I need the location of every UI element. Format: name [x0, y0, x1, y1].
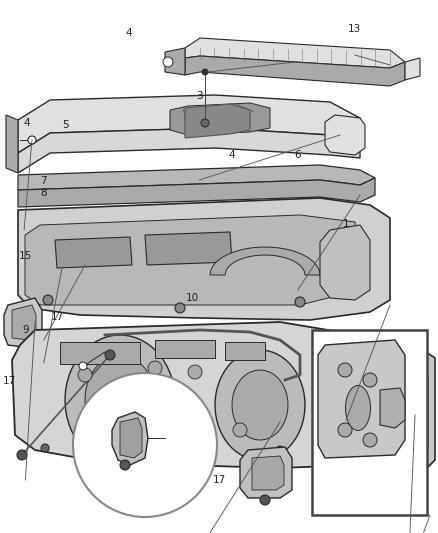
Polygon shape — [12, 322, 375, 468]
Circle shape — [338, 363, 352, 377]
Text: 13: 13 — [348, 25, 361, 34]
Text: 16: 16 — [186, 438, 199, 447]
Polygon shape — [4, 298, 42, 348]
Bar — [312, 330, 427, 515]
Text: 17: 17 — [51, 312, 64, 322]
Polygon shape — [185, 104, 250, 138]
Circle shape — [188, 365, 202, 379]
Polygon shape — [12, 305, 36, 340]
Text: 12: 12 — [145, 446, 158, 455]
Circle shape — [28, 136, 36, 144]
Circle shape — [201, 119, 209, 127]
Text: 7: 7 — [40, 176, 47, 186]
Polygon shape — [60, 342, 140, 364]
Polygon shape — [6, 115, 18, 173]
Polygon shape — [405, 58, 420, 80]
Polygon shape — [170, 103, 270, 135]
Circle shape — [276, 446, 284, 454]
Circle shape — [233, 423, 247, 437]
Circle shape — [73, 373, 217, 517]
Text: 17: 17 — [3, 376, 16, 386]
Polygon shape — [18, 95, 360, 153]
Polygon shape — [18, 128, 360, 173]
Polygon shape — [85, 355, 155, 445]
Circle shape — [202, 69, 208, 75]
Text: 10: 10 — [186, 294, 199, 303]
Polygon shape — [210, 247, 320, 275]
Text: 9: 9 — [22, 326, 29, 335]
Text: 11: 11 — [79, 432, 92, 442]
Polygon shape — [18, 198, 390, 320]
Text: 18: 18 — [396, 366, 410, 375]
Circle shape — [148, 421, 162, 435]
Text: 14: 14 — [320, 422, 333, 431]
Circle shape — [78, 368, 92, 382]
Polygon shape — [165, 48, 185, 75]
Polygon shape — [145, 232, 232, 265]
Circle shape — [193, 428, 207, 442]
Text: 5: 5 — [62, 120, 69, 130]
Polygon shape — [240, 447, 292, 498]
Ellipse shape — [346, 385, 371, 431]
Text: 3: 3 — [196, 91, 203, 101]
Polygon shape — [25, 215, 360, 305]
Polygon shape — [384, 364, 428, 462]
Circle shape — [295, 297, 305, 307]
Circle shape — [260, 495, 270, 505]
Circle shape — [351, 341, 359, 349]
Circle shape — [105, 350, 115, 360]
Circle shape — [148, 361, 162, 375]
Circle shape — [363, 433, 377, 447]
Polygon shape — [325, 115, 365, 155]
Polygon shape — [185, 56, 405, 86]
Polygon shape — [225, 342, 265, 360]
Text: 4: 4 — [229, 150, 236, 159]
Text: 8: 8 — [40, 189, 47, 198]
Polygon shape — [318, 340, 405, 458]
Polygon shape — [375, 348, 435, 478]
Polygon shape — [320, 225, 370, 300]
Circle shape — [41, 444, 49, 452]
Text: 4: 4 — [126, 28, 133, 38]
Circle shape — [175, 303, 185, 313]
Text: 15: 15 — [19, 251, 32, 261]
Text: 6: 6 — [294, 150, 301, 159]
Polygon shape — [18, 165, 375, 190]
Circle shape — [43, 295, 53, 305]
Polygon shape — [380, 388, 405, 428]
Polygon shape — [18, 178, 375, 207]
Text: 4: 4 — [23, 118, 30, 127]
Polygon shape — [215, 350, 305, 460]
Text: 17: 17 — [212, 475, 226, 484]
Circle shape — [79, 362, 87, 370]
Polygon shape — [55, 237, 132, 268]
Polygon shape — [155, 340, 215, 358]
Circle shape — [363, 373, 377, 387]
Circle shape — [163, 57, 173, 67]
Polygon shape — [232, 370, 288, 440]
Polygon shape — [185, 38, 405, 68]
Circle shape — [17, 450, 27, 460]
Polygon shape — [252, 456, 284, 490]
Polygon shape — [112, 412, 148, 465]
Circle shape — [338, 423, 352, 437]
Polygon shape — [65, 335, 175, 465]
Text: 1: 1 — [343, 219, 350, 229]
Polygon shape — [120, 418, 142, 458]
Circle shape — [120, 460, 130, 470]
